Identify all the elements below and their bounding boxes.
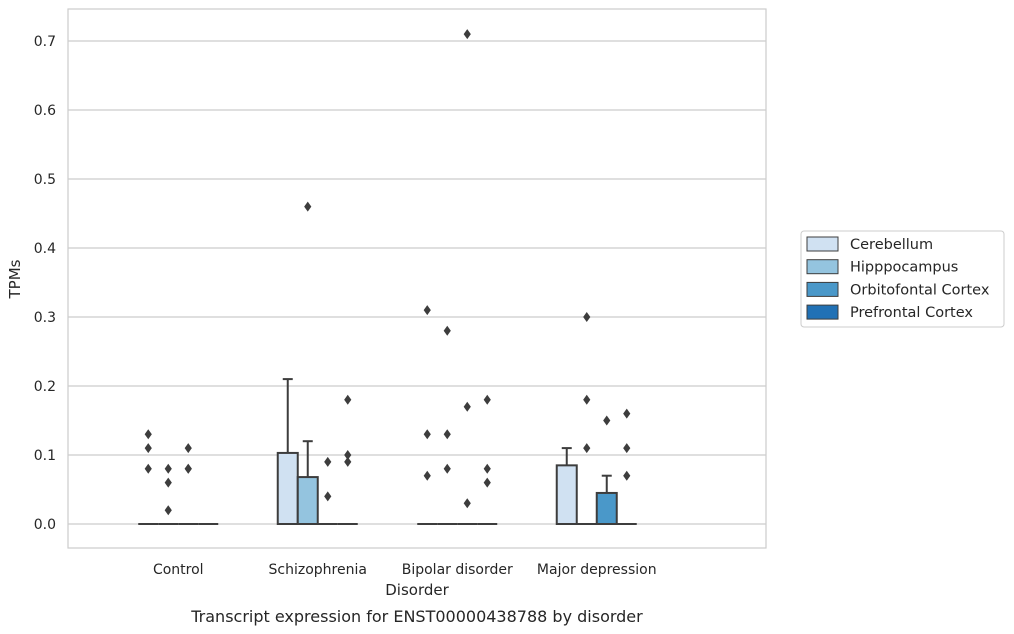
box-orbitofontal-cortex: [457, 29, 478, 525]
outlier-point: [483, 394, 491, 405]
outlier-point: [144, 429, 152, 440]
outlier-point: [423, 305, 431, 316]
box-prefrontal-cortex: [337, 394, 358, 525]
outlier-point: [623, 470, 631, 481]
outlier-point: [324, 456, 332, 467]
y-tick-labels: 0.0 0.1 0.2 0.3 0.4 0.5 0.6 0.7: [34, 34, 56, 533]
x-axis-title: Disorder: [385, 581, 449, 599]
outlier-point: [344, 450, 352, 460]
legend-label: Prefrontal Cortex: [850, 305, 973, 321]
legend-frame: [800, 230, 1005, 328]
box-hipppocampus: [576, 312, 597, 525]
box-cerebellum: [276, 378, 299, 525]
x-tick-label: Bipolar disorder: [402, 562, 513, 578]
legend-label: Hipppocampus: [850, 260, 958, 276]
outlier-point: [184, 463, 192, 474]
outlier-point: [324, 491, 332, 502]
legend-swatch: [806, 304, 839, 320]
y-tick-label: 0.1: [34, 448, 56, 464]
legend-items: Cerebellum Hipppocampus Orbitofontal Corte…: [806, 236, 990, 321]
y-tick-label: 0.0: [34, 517, 56, 533]
box-hipppocampus: [158, 463, 179, 525]
outlier-point: [443, 325, 451, 336]
y-tick-label: 0.5: [34, 172, 56, 188]
box-body: [595, 491, 618, 526]
box-orbitofontal-cortex: [595, 415, 618, 526]
outlier-point: [443, 429, 451, 440]
y-tick-label: 0.4: [34, 241, 56, 257]
y-tick-label: 0.7: [34, 34, 56, 50]
outlier-point: [184, 443, 192, 454]
gridlines: [68, 40, 766, 525]
box-body: [555, 464, 578, 526]
outlier-point: [144, 463, 152, 474]
outlier-point: [463, 498, 471, 509]
box-cerebellum: [417, 305, 438, 525]
legend: Cerebellum Hipppocampus Orbitofontal Corte…: [800, 230, 1005, 328]
plot-area: [67, 8, 767, 549]
y-axis-title: TPMs: [6, 259, 24, 299]
outlier-point: [344, 394, 352, 405]
box-cerebellum: [555, 447, 578, 526]
boxes-layer: [138, 29, 637, 526]
legend-label: Orbitofontal Cortex: [850, 282, 990, 298]
box-body: [276, 451, 299, 525]
legend-swatch: [806, 236, 839, 252]
outlier-point: [164, 505, 172, 516]
outlier-point: [623, 443, 631, 454]
outlier-point: [344, 456, 352, 467]
legend-label: Cerebellum: [850, 237, 933, 253]
box-body: [296, 476, 319, 525]
x-tick-label: Control: [153, 562, 204, 578]
outlier-point: [164, 477, 172, 488]
y-tick-label: 0.3: [34, 310, 56, 326]
outlier-point: [304, 201, 312, 212]
box-hipppocampus: [296, 201, 319, 525]
outlier-point: [423, 429, 431, 440]
box-orbitofontal-cortex: [178, 443, 199, 525]
outlier-point: [423, 470, 431, 481]
x-tick-label: Major depression: [537, 562, 657, 578]
box-cerebellum: [138, 429, 159, 525]
box-prefrontal-cortex: [616, 408, 637, 525]
chart-caption: Transcript expression for ENST0000043878…: [190, 607, 643, 626]
legend-swatch: [806, 259, 839, 275]
outlier-point: [583, 443, 591, 454]
y-tick-label: 0.2: [34, 379, 56, 395]
y-tick-label: 0.6: [34, 103, 56, 119]
outlier-point: [463, 29, 471, 40]
box-hipppocampus: [437, 325, 458, 525]
outlier-point: [164, 463, 172, 474]
box-prefrontal-cortex: [477, 394, 498, 525]
x-tick-label: Schizophrenia: [269, 562, 367, 578]
outlier-point: [623, 408, 631, 419]
outlier-point: [483, 463, 491, 474]
outlier-point: [583, 312, 591, 322]
outlier-point: [603, 415, 611, 426]
outlier-point: [583, 394, 591, 405]
outlier-point: [463, 401, 471, 412]
x-tick-labels: Control Schizophrenia Bipolar disorder Majo…: [153, 562, 657, 578]
outlier-point: [144, 443, 152, 454]
box-orbitofontal-cortex: [317, 456, 338, 525]
outlier-point: [443, 463, 451, 474]
legend-swatch: [806, 281, 839, 297]
outlier-point: [483, 477, 491, 488]
